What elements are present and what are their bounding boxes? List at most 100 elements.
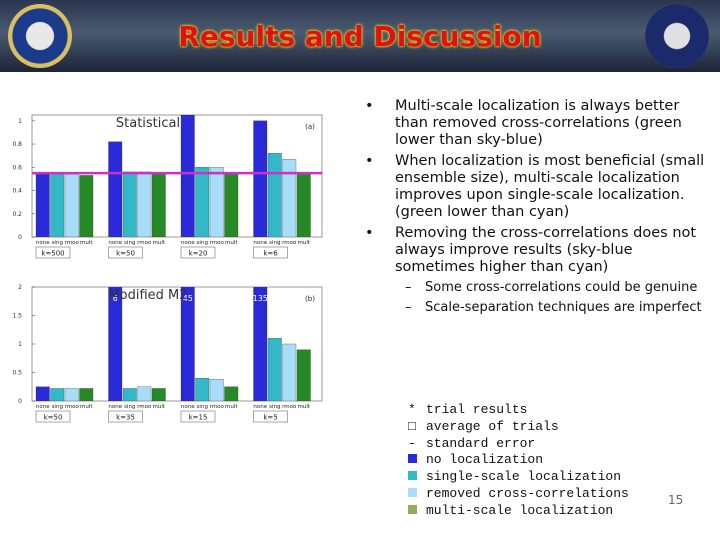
bar-label: rmoo — [65, 404, 80, 410]
bar-label: none — [253, 240, 267, 246]
legend-text: removed cross-correlations — [426, 485, 629, 501]
bar — [137, 386, 152, 401]
chart-title: Modified M2 — [108, 288, 187, 303]
bar-label: rmoo — [137, 240, 152, 246]
bar-label: rmoo — [137, 404, 152, 410]
bar-label: mult — [297, 240, 310, 246]
bar — [64, 388, 79, 401]
bar — [64, 174, 79, 237]
bar-label: none — [108, 240, 122, 246]
bar — [209, 379, 224, 401]
header: Results and Discussion — [0, 0, 720, 72]
legend-item: single-scale localization — [408, 469, 629, 486]
bar-label: rmoo — [282, 240, 297, 246]
bar — [50, 174, 65, 237]
legend-item: no localization — [408, 452, 629, 469]
bar — [79, 388, 94, 401]
bar — [35, 172, 50, 237]
bullet: Removing the cross-correlations does not… — [365, 225, 705, 276]
y-tick-label: 0.4 — [12, 188, 22, 195]
legend-text: no localization — [426, 452, 544, 468]
y-tick-label: 0.6 — [12, 164, 22, 171]
y-tick-label: 2 — [18, 284, 22, 291]
bar-label: none — [181, 404, 195, 410]
y-tick-label: 0.2 — [12, 211, 22, 218]
legend-item: □ average of trials — [408, 419, 629, 436]
group-label: k=6 — [263, 250, 278, 258]
legend-symbol: * — [408, 402, 416, 417]
group-box — [35, 246, 71, 259]
bar — [224, 386, 239, 401]
group-label: k=50 — [116, 250, 135, 258]
bullet: When localization is most beneficial (sm… — [365, 153, 705, 221]
panel-label: (a) — [305, 123, 315, 131]
bar — [267, 338, 282, 401]
legend-text: average of trials — [426, 418, 559, 434]
bar-label: none — [253, 404, 267, 410]
bars — [35, 287, 311, 401]
bar-label: mult — [297, 404, 310, 410]
bar-label: sing — [52, 404, 63, 410]
group-box — [180, 246, 216, 259]
bar-label: none — [36, 404, 50, 410]
bar-label: none — [108, 404, 122, 410]
legend: * trial results □ average of trials - standar… — [408, 402, 629, 520]
bar — [151, 172, 166, 237]
bar — [35, 386, 50, 401]
group-box — [253, 246, 288, 259]
bar — [137, 171, 152, 237]
bar-label: sing — [124, 404, 135, 410]
bar — [108, 287, 123, 401]
page-number: 15 — [668, 493, 684, 507]
legend-text: single-scale localization — [426, 469, 622, 485]
bar — [253, 287, 268, 401]
legend-item: * trial results — [408, 402, 629, 419]
y-tick-label: 0 — [18, 234, 22, 241]
bar — [151, 388, 166, 401]
legend-text: trial results — [426, 402, 528, 417]
legend-swatch — [408, 504, 417, 514]
logo-right — [645, 4, 709, 68]
y-tick-label: 1 — [18, 118, 22, 125]
bar-label: sing — [269, 240, 280, 246]
group-label: k=5 — [263, 414, 277, 422]
y-tick-label: 0 — [18, 398, 22, 405]
bar — [253, 120, 268, 237]
bar-label: mult — [152, 240, 165, 246]
bar — [180, 287, 195, 401]
bars — [35, 115, 311, 237]
group-box — [108, 246, 143, 259]
legend-symbol: □ — [408, 418, 416, 434]
bar — [296, 349, 311, 401]
bar-label: mult — [152, 404, 165, 410]
y-tick-label: 0.5 — [12, 370, 22, 377]
group-box — [35, 410, 71, 423]
legend-item: removed cross-correlations — [408, 486, 629, 503]
legend-item: - standard error — [408, 436, 629, 453]
bar — [282, 159, 297, 237]
bullet: Multi-scale localization is always bette… — [365, 98, 705, 149]
legend-text: standard error — [426, 435, 536, 451]
bar-label: none — [36, 240, 50, 246]
bar — [209, 167, 224, 237]
y-tick-label: 0.8 — [12, 141, 22, 148]
bar — [122, 171, 137, 237]
bar — [195, 167, 210, 237]
y-tick-label: 1 — [18, 341, 22, 348]
bar-value-label: 45 — [183, 294, 193, 303]
bar — [267, 153, 282, 237]
panel-label: (b) — [305, 295, 315, 303]
group-label: k=15 — [189, 414, 208, 422]
group-box — [253, 410, 288, 423]
logo-left — [8, 4, 72, 68]
bullet-list: Multi-scale localization is always bette… — [365, 98, 705, 316]
bar-label: rmoo — [210, 404, 225, 410]
bar — [195, 378, 210, 401]
bar — [224, 172, 239, 237]
legend-text: multi-scale localization — [426, 502, 614, 518]
y-tick-label: 1.5 — [12, 313, 22, 320]
legend-symbol: - — [408, 435, 416, 451]
legend-swatch — [408, 471, 417, 481]
